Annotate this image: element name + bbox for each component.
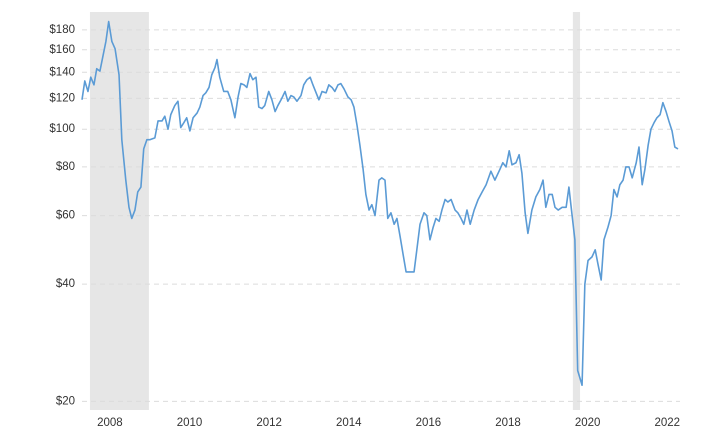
x-tick-label: 2012 — [256, 417, 282, 429]
y-tick-label: $20 — [56, 395, 75, 407]
x-tick-label: 2008 — [97, 417, 123, 429]
shaded-range — [572, 12, 581, 410]
x-tick-label: 2018 — [495, 417, 521, 429]
y-tick-label: $40 — [56, 278, 75, 290]
price-line — [81, 20, 679, 387]
y-tick-label: $120 — [49, 92, 75, 104]
y-tick-label: $180 — [49, 24, 75, 36]
y-tick-label: $100 — [49, 123, 75, 135]
shaded-range — [89, 12, 149, 410]
y-tick-label: $80 — [56, 161, 75, 173]
x-tick-label: 2014 — [336, 417, 362, 429]
x-tick-label: 2016 — [416, 417, 442, 429]
x-tick-label: 2022 — [654, 417, 680, 429]
x-tick-label: 2010 — [177, 417, 203, 429]
x-tick-label: 2020 — [575, 417, 601, 429]
y-tick-label: $60 — [56, 210, 75, 222]
y-tick-label: $160 — [49, 44, 75, 56]
y-tick-label: $140 — [49, 66, 75, 78]
